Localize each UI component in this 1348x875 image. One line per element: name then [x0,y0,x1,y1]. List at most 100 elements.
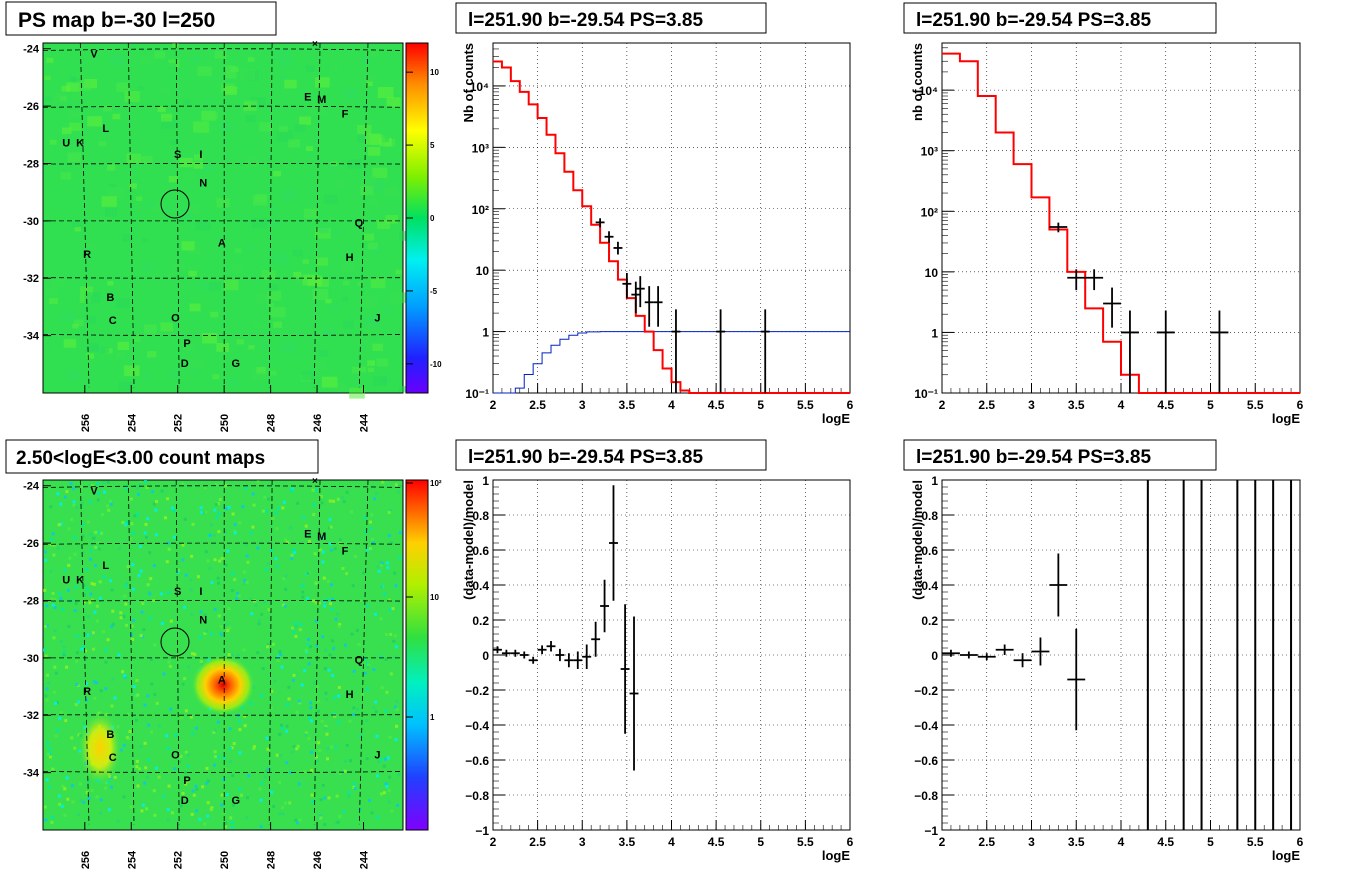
map-noise-pixel [73,536,77,540]
map-noise-pixel [307,662,311,666]
map-noise-pixel [44,75,51,81]
map-noise-pixel [238,787,242,791]
map-noise-pixel [266,643,270,647]
map-noise-pixel [61,127,72,135]
map-noise-pixel [390,541,393,545]
map-noise-pixel [61,784,65,788]
map-noise-pixel [259,694,263,698]
map-noise-pixel [165,734,169,738]
map-noise-pixel [51,815,54,819]
map-x-tick-label: 244 [359,413,371,432]
map-noise-pixel [61,312,76,322]
map-noise-pixel [332,64,340,70]
map-noise-pixel [341,567,345,570]
map-y-tick-label: -30 [23,653,39,665]
map-noise-pixel [361,692,365,696]
map-noise-pixel [398,531,402,535]
countmap-hotspot-b [78,710,122,786]
x-tick-label: 4.5 [708,398,725,412]
map-noise-pixel [323,604,327,608]
map-noise-pixel [193,121,210,133]
source-label-i: I [199,149,202,161]
map-noise-pixel [310,750,314,754]
map-noise-pixel [365,48,380,59]
map-noise-pixel [385,785,389,789]
map-noise-pixel [251,525,255,529]
map-noise-pixel [186,172,196,179]
map-noise-pixel [309,706,313,710]
map-noise-pixel [89,592,93,596]
map-noise-pixel [317,699,321,703]
map-noise-pixel [369,547,372,550]
x-tick-label: 2 [490,835,497,849]
map-noise-pixel [205,629,208,633]
map-noise-pixel [267,290,282,301]
map-noise-pixel [147,758,151,762]
map-noise-pixel [94,530,98,534]
x-tick-label: 6 [847,835,854,849]
map-noise-pixel [394,483,398,487]
map-noise-pixel [83,593,87,597]
map-noise-pixel [359,599,363,603]
map-noise-pixel [126,153,141,164]
map-noise-pixel [265,509,269,513]
map-noise-pixel [144,480,147,483]
source-label-s: S [174,149,181,161]
map-noise-pixel [186,779,190,783]
map-noise-pixel [323,796,327,800]
map-noise-pixel [245,816,249,820]
x-tick-label: 5 [757,398,764,412]
map-noise-pixel [49,505,53,509]
x-axis-label: logE [822,411,850,426]
map-noise-pixel [189,578,193,582]
map-noise-pixel [124,602,128,606]
source-label-f: F [342,546,349,558]
x-tick-label: 6 [1297,835,1304,849]
map-noise-pixel [183,517,187,521]
map-noise-pixel [151,490,155,494]
source-label-b: B [106,292,114,304]
map-noise-pixel [380,686,384,690]
map-noise-pixel [213,763,217,767]
map-noise-pixel [205,766,209,770]
map-noise-pixel [102,575,106,579]
map-noise-pixel [331,674,335,677]
map-noise-pixel [274,557,278,561]
map-noise-pixel [155,701,159,705]
map-meridian [127,479,135,825]
map-noise-pixel [170,140,177,145]
map-noise-pixel [279,653,283,656]
map-noise-pixel [184,750,188,754]
map-noise-pixel [314,619,318,623]
map-noise-pixel [325,698,329,701]
map-noise-pixel [138,767,141,771]
map-noise-pixel [86,633,89,637]
map-noise-pixel [252,503,256,507]
map-parallel [42,277,403,279]
map-noise-pixel [180,716,184,720]
map-noise-pixel [231,512,235,516]
map-noise-pixel [79,798,83,802]
map-noise-pixel [370,538,374,541]
map-noise-pixel [81,551,85,555]
map-noise-pixel [268,284,279,292]
map-parallel [42,714,403,716]
map-noise-pixel [241,505,245,509]
map-noise-pixel [227,626,231,630]
map-noise-pixel [63,568,67,572]
x-tick-label: 5.5 [797,398,814,412]
map-noise-pixel [303,208,319,219]
map-noise-pixel [296,821,299,825]
map-noise-pixel [380,561,384,565]
map-noise-pixel [366,665,370,669]
map-noise-pixel [76,71,85,78]
map-noise-pixel [278,812,282,816]
map-noise-pixel [330,583,334,587]
map-noise-pixel [372,668,376,672]
map-noise-pixel [281,506,285,510]
map-noise-pixel [344,643,347,647]
map-noise-pixel [389,508,393,512]
map-noise-pixel [137,86,144,91]
map-noise-pixel [189,358,204,369]
map-x-tick-label: 254 [126,850,138,869]
